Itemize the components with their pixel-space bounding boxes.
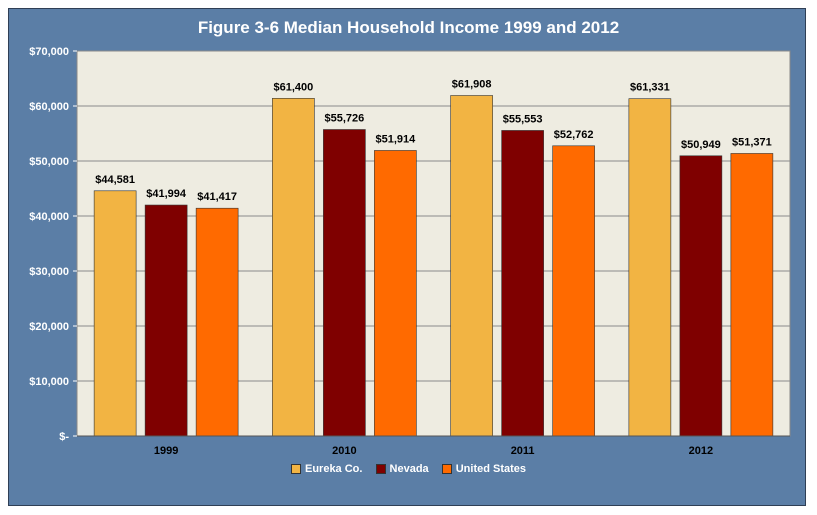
y-tick-label: $- [59,431,69,443]
legend-item-united-states: United States [441,463,527,475]
bar [679,155,723,437]
bar [450,95,493,437]
data-label: $52,762 [554,129,594,141]
x-tick-label: 2012 [689,445,713,457]
bar [144,204,188,437]
legend-swatch [441,464,452,474]
x-tick-label: 2011 [511,445,535,457]
legend-item-eureka: Eureka Co. [290,463,363,475]
data-label: $55,553 [503,113,543,125]
y-tick-label: $10,000 [29,376,69,388]
bar [195,207,239,437]
legend-swatch [375,464,386,474]
legend-label: Nevada [389,463,429,475]
y-tick-label: $50,000 [29,156,69,168]
bar [628,98,672,437]
x-tick-label: 1999 [154,445,178,457]
bar [323,129,366,437]
data-label: $55,726 [324,113,364,125]
data-label: $51,371 [732,136,772,148]
legend-item-nevada: Nevada [375,463,429,475]
data-label: $61,400 [273,81,313,93]
y-tick-label: $40,000 [29,211,69,223]
data-label: $61,331 [630,82,670,94]
y-tick-label: $30,000 [29,266,69,278]
bar [374,150,417,437]
chart-title: Figure 3-6 Median Household Income 1999 … [197,18,620,37]
bar [501,130,544,437]
chart-legend: Eureka Co. Nevada United States [0,463,817,477]
data-label: $50,949 [681,139,721,151]
y-tick-label: $20,000 [29,321,69,333]
y-tick-label: $70,000 [29,46,69,58]
data-label: $41,417 [197,191,237,203]
data-label: $41,994 [146,188,187,200]
legend-label: United States [455,463,527,475]
bar [730,153,774,437]
bar [552,145,595,437]
bar [93,190,137,437]
legend-label: Eureka Co. [304,463,363,475]
bar [272,98,315,437]
legend-swatch [290,464,301,474]
data-label: $61,908 [452,79,492,91]
y-tick-label: $60,000 [29,101,69,113]
data-label: $51,914 [375,133,416,145]
x-tick-label: 2010 [332,445,356,457]
data-label: $44,581 [95,174,135,186]
